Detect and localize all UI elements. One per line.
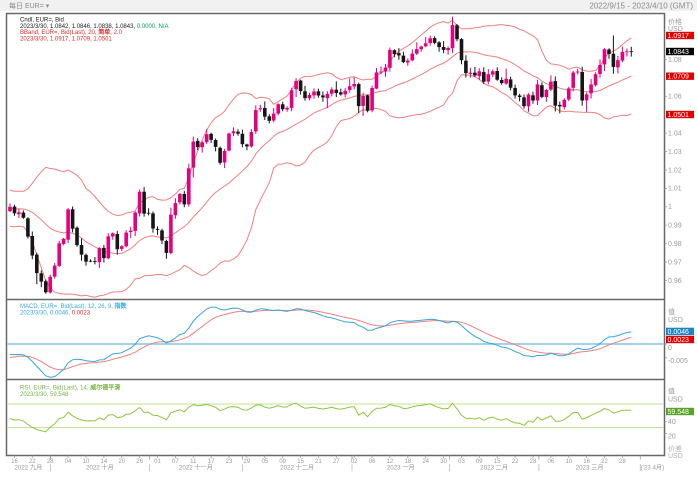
svg-text:20: 20 [118,459,125,465]
svg-text:价差: 价差 [668,444,682,453]
svg-text:BBand, EUR=, Bid(Last), 20, 简: BBand, EUR=, Bid(Last), 20, 简单, 2.0 [20,28,123,36]
svg-text:2022 十二月: 2022 十二月 [280,464,314,472]
svg-text:02: 02 [351,459,358,465]
svg-text:23: 23 [226,459,233,465]
svg-text:价格: 价格 [668,17,682,26]
svg-text:28: 28 [530,459,537,465]
svg-text:04: 04 [65,459,72,465]
svg-text:07: 07 [172,459,179,465]
svg-text:14: 14 [101,459,108,465]
svg-text:28: 28 [47,459,54,465]
svg-text:值: 值 [668,307,675,316]
svg-text:0.98: 0.98 [668,241,682,248]
svg-text:09: 09 [476,459,483,465]
svg-text:09: 09 [279,459,286,465]
svg-text:0.96: 0.96 [668,278,682,285]
svg-text:0.0023: 0.0023 [668,337,690,344]
svg-text:18: 18 [404,459,411,465]
svg-text:22: 22 [512,459,519,465]
svg-text:11: 11 [190,459,197,465]
svg-text:1.0501: 1.0501 [668,112,690,119]
svg-text:22: 22 [601,459,608,465]
svg-text:06: 06 [369,459,376,465]
svg-text:40: 40 [668,419,676,426]
svg-text:MACD, EUR=, Bid(Last), 12, 26: MACD, EUR=, Bid(Last), 12, 26, 9, 指数 [20,302,128,310]
svg-text:16: 16 [11,459,18,465]
svg-text:28: 28 [619,459,626,465]
svg-text:29: 29 [244,459,251,465]
svg-text:1.06: 1.06 [668,94,682,101]
svg-text:值: 值 [668,387,675,396]
svg-text:2022 九月: 2022 九月 [14,464,42,472]
svg-text:USD: USD [668,453,683,460]
svg-text:2023/3/30, 59.548: 2023/3/30, 59.548 [20,392,69,398]
svg-text:03: 03 [458,459,465,465]
svg-text:27: 27 [333,459,340,465]
svg-text:0.99: 0.99 [668,223,682,230]
svg-text:2023/3/30, 1.0842, 1.0846, 1.0: 2023/3/30, 1.0842, 1.0846, 1.0838, 1.084… [20,24,168,30]
svg-text:USD: USD [668,317,683,324]
svg-text:2023 一月: 2023 一月 [387,465,415,472]
svg-text:1.08: 1.08 [668,57,682,64]
svg-text:16: 16 [583,459,590,465]
svg-text:10: 10 [83,459,90,465]
svg-text:2023/3/30, 1.0917, 1.0709, 1.0: 2023/3/30, 1.0917, 1.0709, 1.0501 [20,36,112,42]
svg-text:2023/3/30, 0.0046, 0.0023: 2023/3/30, 0.0046, 0.0023 [20,311,91,317]
svg-text:26: 26 [136,459,143,465]
svg-text:24: 24 [422,459,429,465]
svg-text:1.03: 1.03 [668,149,682,156]
svg-text:2022/9/15 - 2023/4/10 (GMT): 2022/9/15 - 2023/4/10 (GMT) [589,2,693,11]
svg-text:06: 06 [548,459,555,465]
svg-text:30: 30 [440,459,447,465]
svg-text:15: 15 [494,459,501,465]
svg-text:2023 二月: 2023 二月 [480,465,508,472]
svg-text:1.04: 1.04 [668,130,682,137]
svg-text:17: 17 [208,459,215,465]
svg-text:1: 1 [668,204,672,211]
svg-text:1.0843: 1.0843 [668,49,690,56]
svg-text:15: 15 [297,459,304,465]
svg-text:01: 01 [154,459,161,465]
svg-text:USD: USD [668,26,683,33]
svg-text:0: 0 [668,345,672,352]
svg-text:0.0046: 0.0046 [668,329,690,336]
svg-text:10: 10 [565,459,572,465]
svg-text:Cndl, EUR=, Bid: Cndl, EUR=, Bid [20,18,64,24]
svg-text:2022 十一月: 2022 十一月 [179,464,213,472]
svg-text:1.0917: 1.0917 [668,33,690,40]
svg-text:22: 22 [29,459,36,465]
svg-text:1.0709: 1.0709 [668,74,690,81]
svg-text:0.97: 0.97 [668,259,682,266]
svg-text:USD: USD [668,397,683,404]
svg-text:05: 05 [261,459,268,465]
svg-text:59.548: 59.548 [668,409,690,416]
svg-text:每日 EUR= ▾: 每日 EUR= ▾ [9,1,50,10]
svg-text:2022 十月: 2022 十月 [86,464,114,472]
svg-text:1.01: 1.01 [668,186,682,193]
svg-text:21: 21 [315,459,322,465]
svg-text:12: 12 [387,459,394,465]
svg-text:RSI, EUR=, Bid(Last), 14, 威尔德: RSI, EUR=, Bid(Last), 14, 威尔德平滑 [20,384,120,392]
svg-text:2023 三月: 2023 三月 [576,465,604,472]
svg-text:20: 20 [668,433,676,440]
svg-text:-0.005: -0.005 [668,358,688,365]
svg-text:('23 4月): ('23 4月) [641,465,665,472]
svg-text:1.02: 1.02 [668,167,682,174]
